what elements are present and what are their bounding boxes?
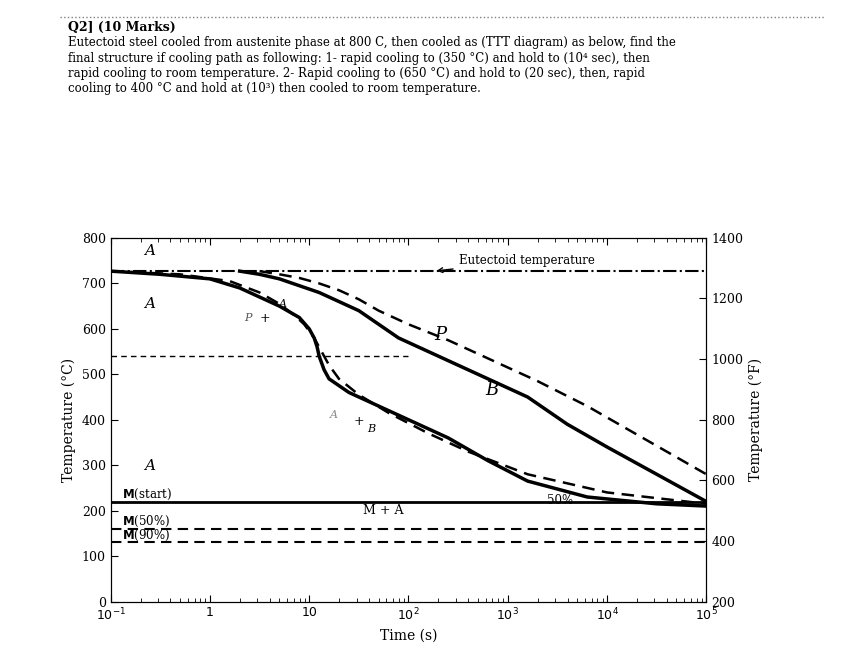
Text: B: B bbox=[367, 424, 375, 434]
Text: A: A bbox=[279, 299, 288, 309]
Text: B: B bbox=[486, 381, 499, 399]
Y-axis label: Temperature (°F): Temperature (°F) bbox=[749, 358, 763, 481]
Text: P: P bbox=[244, 313, 251, 323]
Text: +: + bbox=[354, 415, 364, 428]
Text: $\mathbf{M}$(50%): $\mathbf{M}$(50%) bbox=[122, 514, 170, 529]
Text: M + A: M + A bbox=[363, 504, 403, 517]
X-axis label: Time (s): Time (s) bbox=[380, 629, 437, 642]
Y-axis label: Temperature (°C): Temperature (°C) bbox=[62, 358, 77, 482]
Text: Eutectoid temperature: Eutectoid temperature bbox=[438, 254, 595, 272]
Text: A: A bbox=[329, 410, 338, 420]
Text: A: A bbox=[145, 244, 156, 258]
Text: A: A bbox=[145, 459, 156, 473]
Text: cooling to 400 °C and hold at (10³) then cooled to room temperature.: cooling to 400 °C and hold at (10³) then… bbox=[68, 82, 481, 95]
Text: P: P bbox=[434, 327, 446, 344]
Text: Q2] (10 Marks): Q2] (10 Marks) bbox=[68, 21, 176, 34]
Text: A: A bbox=[145, 297, 156, 311]
Text: $\mathbf{M}$(90%): $\mathbf{M}$(90%) bbox=[122, 527, 170, 543]
Text: final structure if cooling path as following: 1- rapid cooling to (350 °C) and h: final structure if cooling path as follo… bbox=[68, 52, 650, 65]
Text: 50%: 50% bbox=[547, 494, 574, 507]
Text: Eutectoid steel cooled from austenite phase at 800 C, then cooled as (TTT diagra: Eutectoid steel cooled from austenite ph… bbox=[68, 36, 676, 50]
Text: rapid cooling to room temperature. 2- Rapid cooling to (650 °C) and hold to (20 : rapid cooling to room temperature. 2- Ra… bbox=[68, 67, 645, 80]
Text: $\mathbf{M}$(start): $\mathbf{M}$(start) bbox=[122, 487, 172, 502]
Text: +: + bbox=[260, 311, 271, 325]
